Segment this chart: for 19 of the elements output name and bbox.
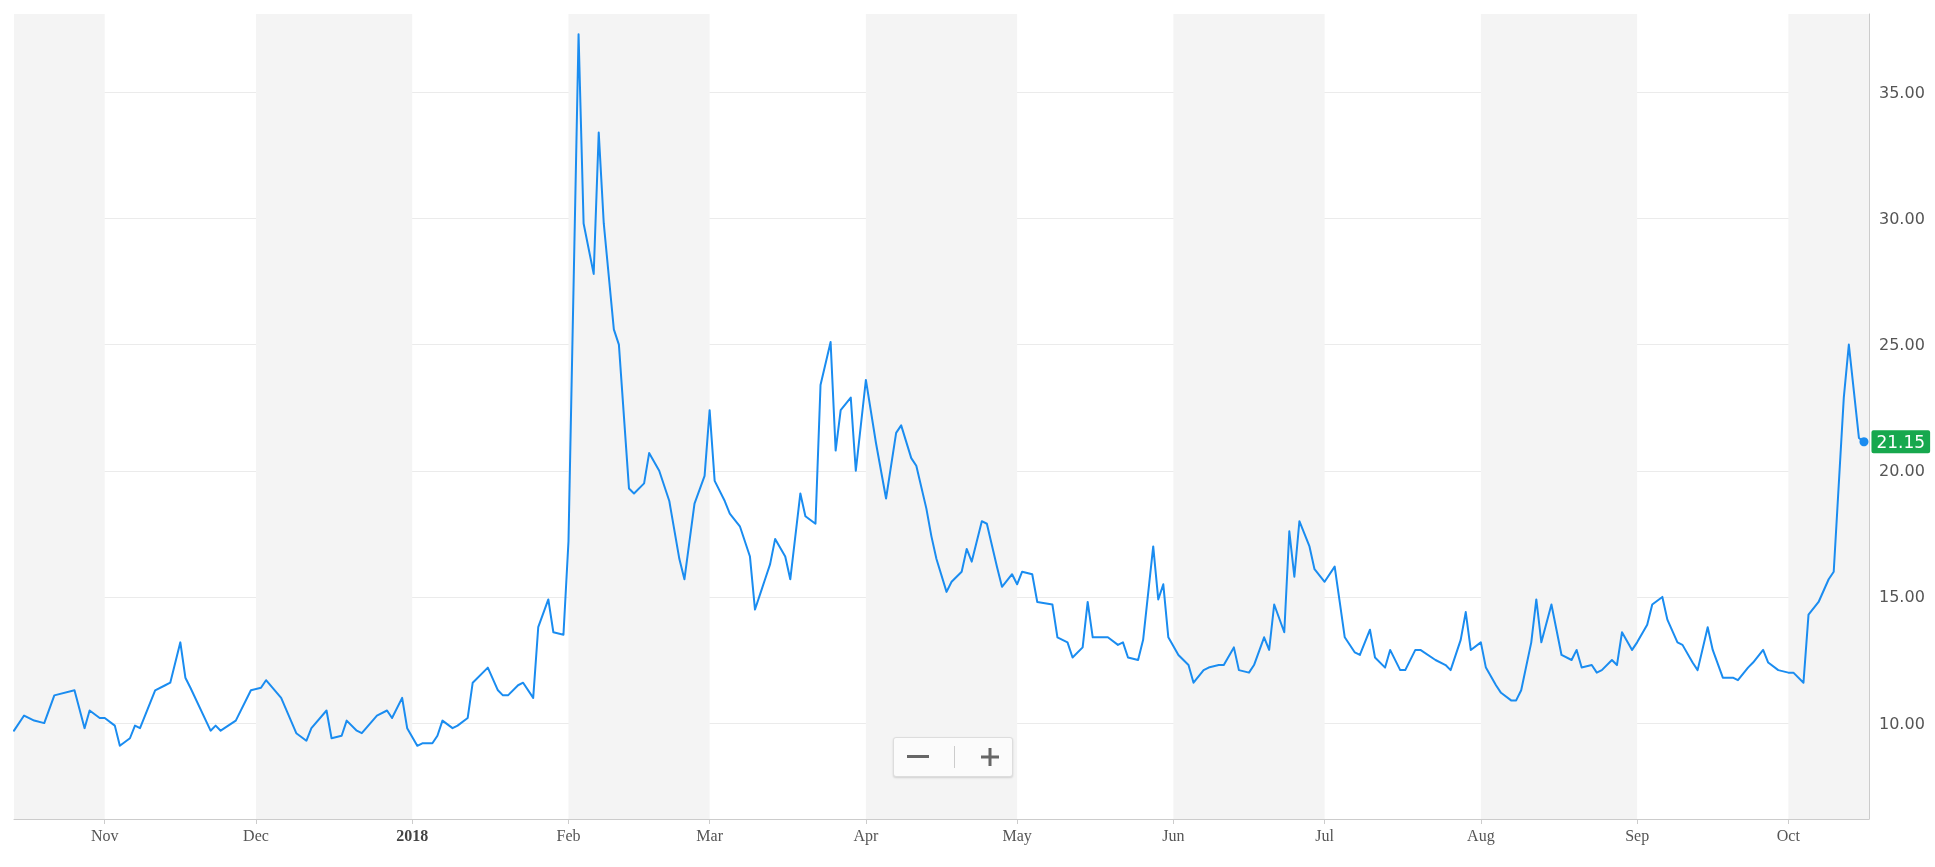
x-tick-label: Nov <box>90 826 119 844</box>
x-tick-label: Sep <box>1625 826 1650 845</box>
y-tick-label: 30.00 <box>1879 208 1925 228</box>
x-tick-label: Oct <box>1776 826 1801 844</box>
x-tick-label: 2018 <box>396 826 429 844</box>
x-tick-label: Jul <box>1315 826 1335 844</box>
x-tick-label: Dec <box>243 826 269 844</box>
y-tick-label: 20.00 <box>1879 461 1925 481</box>
y-tick-label: 15.00 <box>1879 587 1925 607</box>
x-tick-label: Mar <box>696 826 724 844</box>
annotation: 21.15 <box>1876 431 1926 452</box>
x-tick-label: Jun <box>1162 826 1185 844</box>
x-tick-label: Feb <box>556 826 581 844</box>
x-tick-label: Aug <box>1467 826 1495 845</box>
y-tick-label: 25.00 <box>1879 335 1925 355</box>
y-tick-label: 35.00 <box>1879 82 1925 102</box>
x-tick-label: May <box>1002 826 1032 845</box>
y-tick-label: 10.00 <box>1879 713 1925 733</box>
x-tick-label: Apr <box>853 826 879 845</box>
